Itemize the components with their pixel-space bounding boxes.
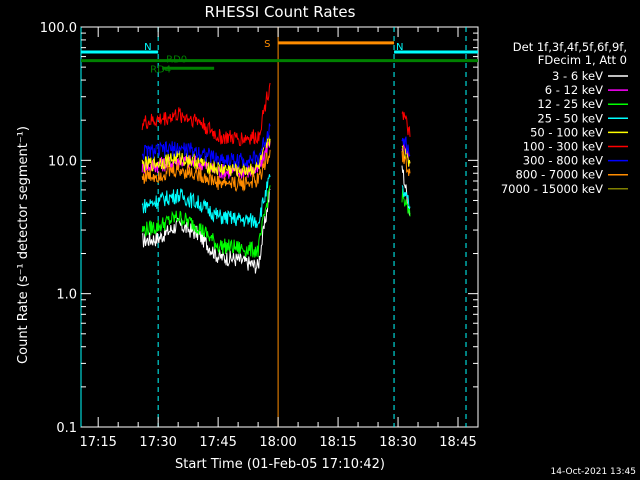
vertical-marker-lines <box>80 27 467 427</box>
series-line <box>141 82 271 147</box>
state-bar-label: N <box>144 42 151 53</box>
state-bar-label: N <box>396 42 403 53</box>
data-series <box>141 82 411 274</box>
y-tick-label: 1.0 <box>56 288 77 303</box>
series-line <box>141 123 271 168</box>
legend-entry-label: 25 - 50 keV <box>537 111 603 125</box>
legend-header-line-2: FDecim 1, Att 0 <box>538 53 627 67</box>
series-line <box>141 140 271 180</box>
state-bar-label: S <box>264 39 270 50</box>
chart-title: RHESSI Count Rates <box>205 3 356 21</box>
x-axis-label: Start Time (01-Feb-05 17:10:42) <box>175 457 385 472</box>
x-tick-label: 18:15 <box>319 435 356 450</box>
legend-entry-label: 12 - 25 keV <box>537 97 603 111</box>
legend-entry-label: 7000 - 15000 keV <box>501 182 603 196</box>
y-axis-label: Count Rate (s⁻¹ detector segment⁻¹) <box>16 126 31 364</box>
x-tick-label: 18:00 <box>259 435 296 450</box>
legend: Det 1f,3f,4f,5f,6f,9f, FDecim 1, Att 0 3… <box>501 40 628 196</box>
series-line <box>401 136 411 158</box>
series-line <box>141 174 271 229</box>
legend-entry-label: 50 - 100 keV <box>530 125 603 139</box>
legend-entry-label: 800 - 7000 keV <box>515 168 603 182</box>
y-tick-label: 100.0 <box>40 21 77 36</box>
x-tick-label: 18:45 <box>439 435 476 450</box>
series-line <box>401 110 411 137</box>
x-tick-label: 17:45 <box>199 435 236 450</box>
x-tick-label: 18:30 <box>379 435 416 450</box>
series-line <box>401 188 411 217</box>
date-stamp: 14-Oct-2021 13:45 <box>551 467 636 477</box>
legend-header-line-1: Det 1f,3f,4f,5f,6f,9f, <box>513 40 627 54</box>
series-line <box>401 150 411 177</box>
series-line <box>401 185 411 210</box>
legend-entry-label: 100 - 300 keV <box>523 140 603 154</box>
legend-entry-label: 6 - 12 keV <box>545 83 603 97</box>
series-line <box>141 185 271 258</box>
legend-entry-label: 300 - 800 keV <box>523 154 603 168</box>
y-tick-label: 0.1 <box>56 421 77 436</box>
state-bar-label: RD0 <box>166 54 187 65</box>
y-axis-ticks: 0.1 1.0 10.0 100.0 <box>40 21 478 436</box>
legend-entry-label: 3 - 6 keV <box>552 69 603 83</box>
series-line <box>141 188 271 274</box>
y-tick-label: 10.0 <box>48 154 77 169</box>
x-tick-label: 17:30 <box>139 435 176 450</box>
x-axis-ticks: 17:15 17:30 17:45 18:00 18:15 18:30 18:45 <box>79 27 477 450</box>
x-tick-label: 17:15 <box>79 435 116 450</box>
state-bar-label: RD4 <box>150 65 171 76</box>
series-line <box>141 149 271 192</box>
